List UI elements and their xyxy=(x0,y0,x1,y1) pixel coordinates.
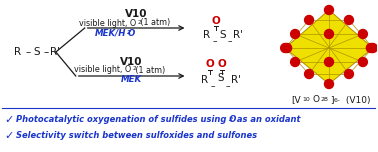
Text: Photocatalytic oxygenation of sulfides using O: Photocatalytic oxygenation of sulfides u… xyxy=(16,116,236,124)
Text: O: O xyxy=(312,95,319,105)
Text: S: S xyxy=(217,73,224,83)
Text: V10: V10 xyxy=(120,57,143,67)
Circle shape xyxy=(344,69,353,78)
Circle shape xyxy=(280,43,290,52)
Circle shape xyxy=(305,69,313,78)
Text: –: – xyxy=(226,83,231,92)
Text: V10: V10 xyxy=(125,9,148,19)
Circle shape xyxy=(283,43,291,52)
Text: S: S xyxy=(219,30,226,40)
Text: visible light, O: visible light, O xyxy=(74,66,132,74)
Text: R: R xyxy=(14,47,22,57)
Text: O: O xyxy=(218,59,227,69)
Text: [V: [V xyxy=(291,95,301,105)
Text: R: R xyxy=(201,75,208,85)
Circle shape xyxy=(324,57,333,67)
Text: –: – xyxy=(228,38,232,47)
Text: Selectivity switch between sulfoxides and sulfones: Selectivity switch between sulfoxides an… xyxy=(16,131,257,140)
Text: as an oxidant: as an oxidant xyxy=(234,116,301,124)
Text: 28: 28 xyxy=(320,97,328,102)
Text: –: – xyxy=(43,47,48,57)
Circle shape xyxy=(369,43,377,52)
Text: MEK/H: MEK/H xyxy=(95,29,127,38)
Text: ]: ] xyxy=(330,95,333,105)
Circle shape xyxy=(358,57,367,67)
Text: MEK: MEK xyxy=(121,76,142,85)
Text: 6–: 6– xyxy=(334,98,341,103)
Text: R': R' xyxy=(231,75,241,85)
Text: –: – xyxy=(25,47,31,57)
Text: S: S xyxy=(34,47,40,57)
Circle shape xyxy=(305,16,313,24)
Circle shape xyxy=(324,79,333,88)
Text: –: – xyxy=(212,38,217,47)
Text: O: O xyxy=(206,59,215,69)
Text: 2: 2 xyxy=(127,29,131,35)
Text: 2: 2 xyxy=(137,19,141,24)
Circle shape xyxy=(291,29,300,38)
Circle shape xyxy=(358,29,367,38)
Text: O: O xyxy=(212,16,221,26)
Text: (V10): (V10) xyxy=(343,95,370,105)
Polygon shape xyxy=(285,10,373,84)
Text: R: R xyxy=(203,30,210,40)
Text: R': R' xyxy=(50,47,60,57)
Text: –: – xyxy=(210,83,215,92)
Circle shape xyxy=(324,29,333,38)
Text: (1 atm): (1 atm) xyxy=(138,19,170,28)
Text: ✓: ✓ xyxy=(4,115,13,125)
Circle shape xyxy=(324,5,333,14)
Text: R': R' xyxy=(233,30,243,40)
Text: ✓: ✓ xyxy=(4,131,13,141)
Circle shape xyxy=(291,57,300,67)
Text: 2: 2 xyxy=(229,117,234,122)
Text: O: O xyxy=(128,29,135,38)
Text: 10: 10 xyxy=(302,97,310,102)
Text: 2: 2 xyxy=(132,67,136,71)
Circle shape xyxy=(344,16,353,24)
Text: visible light, O: visible light, O xyxy=(79,19,136,28)
Text: (1 atm): (1 atm) xyxy=(133,66,165,74)
Circle shape xyxy=(366,43,375,52)
